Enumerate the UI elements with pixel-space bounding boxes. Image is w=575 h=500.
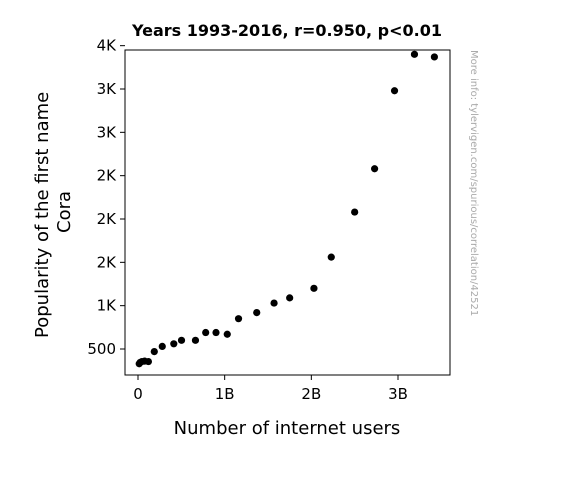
- data-point-22: [410, 50, 419, 58]
- data-point-15: [270, 299, 278, 307]
- x-tick-label-2: 2B: [301, 385, 321, 403]
- data-point-6: [158, 342, 166, 350]
- data-point-19: [351, 208, 359, 216]
- data-point-4: [144, 357, 152, 366]
- data-point-9: [191, 336, 200, 344]
- y-tick-label-4: 2K: [97, 167, 118, 185]
- data-point-14: [253, 309, 261, 317]
- data-point-12: [223, 330, 231, 338]
- x-tick-label-1: 1B: [215, 385, 235, 403]
- data-point-23: [430, 53, 438, 61]
- data-point-13: [234, 315, 243, 323]
- chart-title: Years 1993-2016, r=0.950, p<0.01: [131, 21, 442, 40]
- data-point-21: [390, 87, 399, 95]
- y-tick-label-0: 500: [87, 340, 116, 358]
- data-point-20: [371, 165, 379, 173]
- data-point-16: [286, 294, 294, 302]
- y-tick-label-1: 1K: [97, 297, 118, 315]
- data-point-18: [327, 253, 335, 261]
- plot-frame: [124, 49, 451, 376]
- y-axis-label: Popularity of the first name Cora: [32, 86, 75, 338]
- y-tick-label-2: 2K: [97, 253, 118, 271]
- data-point-10: [202, 328, 210, 337]
- x-axis-label: Number of internet users: [174, 418, 401, 439]
- data-point-8: [177, 336, 186, 344]
- data-point-11: [212, 328, 220, 337]
- data-points: [135, 50, 438, 368]
- x-axis: 0 1B 2B 3B: [133, 375, 408, 403]
- x-tick-label-3: 3B: [388, 385, 408, 403]
- data-point-7: [170, 340, 178, 348]
- y-axis-label-line-1: Popularity of the first name: [32, 92, 53, 338]
- y-tick-label-5: 3K: [97, 123, 118, 141]
- data-point-17: [310, 284, 318, 292]
- y-tick-label-7: 4K: [97, 37, 118, 55]
- y-axis: 500 1K 2K 2K 2K 3K 3K 4K: [87, 37, 125, 358]
- y-tick-label-6: 3K: [97, 80, 118, 98]
- source-watermark: More info: tylervigen.com/spurious/corre…: [468, 50, 479, 316]
- y-tick-label-3: 2K: [97, 210, 118, 228]
- x-tick-label-0: 0: [133, 385, 143, 403]
- plot-area: 0 1B 2B 3B 500 1K 2K 2K 2K 3K 3K 4K: [87, 37, 451, 403]
- y-axis-label-line-2: Cora: [54, 191, 75, 233]
- data-point-5: [150, 348, 158, 356]
